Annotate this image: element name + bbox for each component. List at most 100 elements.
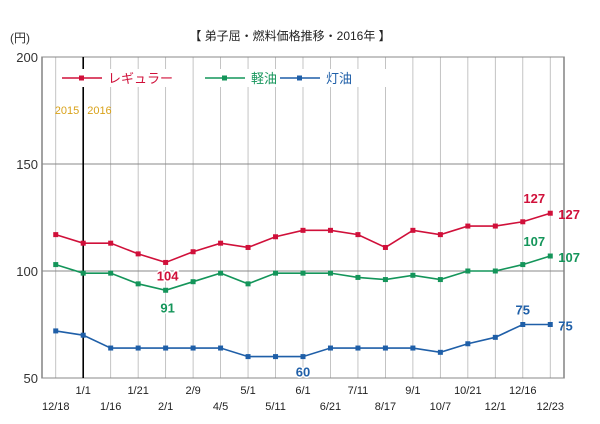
series-point	[300, 227, 306, 233]
series-point	[53, 232, 59, 238]
series-point	[163, 259, 169, 265]
data-label: 75	[516, 303, 530, 318]
series-point	[410, 227, 416, 233]
series-point	[53, 262, 59, 268]
year-boundary: 2015 2016	[55, 57, 112, 378]
x-tick-label: 2/9	[185, 385, 200, 397]
legend-swatch-marker	[297, 75, 302, 81]
x-tick-label: 9/1	[405, 385, 420, 397]
series-point	[135, 345, 141, 351]
series-point	[273, 354, 279, 360]
series-point	[190, 249, 196, 255]
data-label: 75	[558, 319, 572, 334]
series-group	[53, 210, 553, 360]
legend-label: レギュラー	[108, 71, 173, 86]
y-tick-label: 200	[16, 50, 38, 65]
series-point	[547, 322, 553, 327]
series-point	[135, 251, 141, 257]
data-label: 60	[296, 365, 310, 380]
series-point	[163, 287, 169, 293]
series-point	[300, 270, 306, 276]
series-point	[437, 349, 443, 355]
series-point	[355, 274, 361, 280]
legend-bg	[60, 69, 178, 87]
series-point	[273, 270, 279, 276]
series-point	[163, 345, 169, 351]
x-tick-label: 12/1	[485, 401, 506, 413]
series-point	[492, 223, 498, 229]
series-point	[327, 227, 333, 233]
series-point	[327, 270, 333, 276]
series-point	[245, 354, 251, 360]
series-point	[382, 277, 388, 283]
x-tick-labels: 12/18 1/1 1/16 1/21 2/1 2/9 4/5 5/1 5/11 6/1 6/21 7…	[42, 385, 564, 413]
y-tick-label: 150	[16, 157, 38, 172]
series-point	[547, 253, 553, 259]
series-point	[80, 270, 86, 276]
data-label: 107	[558, 250, 580, 265]
x-tick-label: 12/23	[536, 401, 564, 413]
series-point	[108, 270, 114, 276]
data-labels: 127 127 104 107 107 91 75 75 60	[155, 191, 580, 381]
series-point	[327, 345, 333, 351]
series-point	[190, 279, 196, 285]
series-point	[245, 281, 251, 287]
series-point	[218, 240, 224, 246]
year-label-prev: 2015	[55, 105, 79, 117]
series-point	[547, 210, 553, 216]
series-point	[465, 223, 471, 229]
legend-label: 軽油	[251, 71, 277, 86]
legend-bg	[278, 69, 396, 87]
legend-label: 灯油	[326, 71, 352, 86]
series-point	[355, 345, 361, 351]
data-label: 127	[558, 207, 580, 222]
series-point	[465, 268, 471, 274]
x-tick-label: 4/5	[213, 401, 228, 413]
series-point	[245, 244, 251, 250]
x-tick-label: 1/1	[76, 385, 91, 397]
series-point	[437, 277, 443, 283]
series-point	[108, 240, 114, 246]
year-label-next: 2016	[87, 105, 111, 117]
series-point	[108, 345, 114, 351]
series-point	[190, 345, 196, 351]
x-tick-label: 8/17	[375, 401, 396, 413]
legend: レギュラー 軽油 灯油	[60, 69, 396, 87]
x-tick-label: 2/1	[158, 401, 173, 413]
series-point	[135, 281, 141, 287]
y-axis-label: (円)	[10, 31, 30, 45]
x-tick-label: 6/21	[320, 401, 341, 413]
x-tick-label: 7/11	[348, 385, 369, 397]
y-tick-label: 50	[24, 371, 38, 386]
series-point	[80, 332, 86, 338]
series-point	[218, 270, 224, 276]
series-point	[218, 345, 224, 351]
x-tick-label: 12/18	[42, 401, 70, 413]
series-point	[410, 272, 416, 278]
x-tick-label: 10/21	[454, 385, 482, 397]
legend-swatch-marker	[79, 75, 84, 81]
series-point	[382, 345, 388, 351]
series-point	[520, 262, 526, 268]
x-tick-label: 5/11	[265, 401, 286, 413]
x-tick-label: 10/7	[430, 401, 451, 413]
chart-title: 【 弟子屈・燃料価格推移・2016年 】	[189, 28, 390, 43]
legend-swatch-marker	[222, 75, 227, 81]
x-tick-label: 1/21	[127, 385, 148, 397]
series-point	[520, 322, 526, 327]
x-tick-label: 12/16	[509, 385, 537, 397]
series-point	[465, 341, 471, 347]
data-label: 107	[523, 234, 545, 249]
x-tick-label: 1/16	[100, 401, 121, 413]
data-label: 91	[160, 300, 174, 315]
series-point	[300, 354, 306, 360]
series-point	[273, 234, 279, 240]
y-tick-label: 100	[16, 264, 38, 279]
series-point	[355, 232, 361, 238]
series-point	[520, 219, 526, 225]
series-point	[492, 334, 498, 340]
series-point	[80, 240, 86, 246]
series-point	[53, 328, 59, 334]
series-point	[492, 268, 498, 274]
